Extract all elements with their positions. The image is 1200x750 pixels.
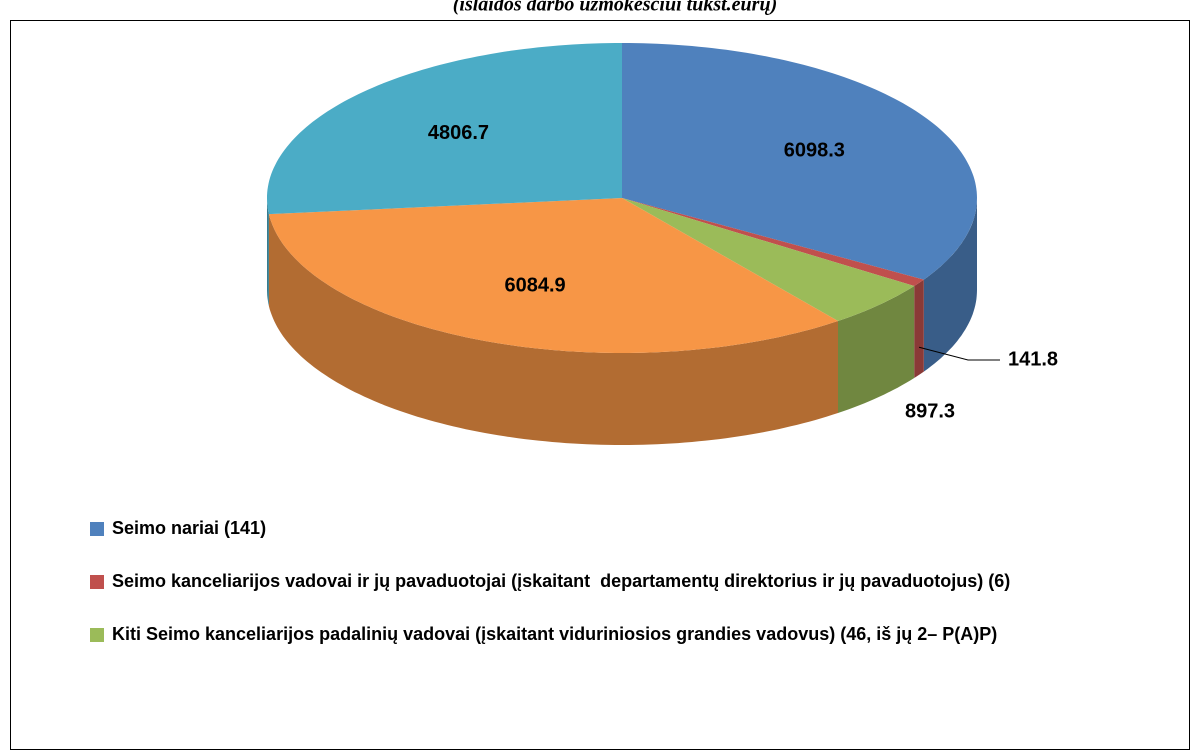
legend-label: Seimo nariai (141) [112,518,267,538]
chart-subtitle: (išlaidos darbo užmokesčiui tūkst.eurų) [453,0,778,16]
data-label: 897.3 [905,400,955,422]
slice-side [923,198,977,372]
legend: Seimo nariai (141) Seimo kanceliarijos va… [90,515,1170,674]
legend-entry: Kiti Seimo kanceliarijos padalinių vadov… [90,621,1170,648]
legend-entry: Seimo nariai (141) [90,515,1170,542]
legend-label: Kiti Seimo kanceliarijos padalinių vadov… [112,624,998,644]
legend-swatch [90,575,104,589]
data-label: 141.8 [1008,348,1058,370]
slice [622,198,924,286]
data-label: 4806.7 [428,122,489,144]
slice-side [838,286,915,413]
slice [622,198,915,321]
legend-swatch [90,522,104,536]
slice [622,43,977,280]
data-label: 6098.3 [784,140,845,162]
slice-side [268,214,838,445]
slice [267,43,622,215]
slice-side [267,198,269,307]
slice-side [914,279,924,378]
legend-swatch [90,628,104,642]
legend-entry: Seimo kanceliarijos vadovai ir jų pavadu… [90,568,1170,595]
legend-label: Seimo kanceliarijos vadovai ir jų pavadu… [112,571,1011,591]
leader-line [918,346,1000,361]
data-label: 6084.9 [504,275,565,297]
slice [268,198,838,353]
